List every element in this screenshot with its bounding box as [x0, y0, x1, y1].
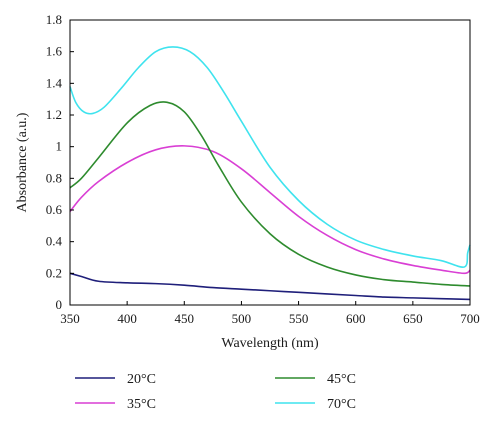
plot-lines	[69, 46, 471, 301]
legend-label: 20°C	[127, 372, 156, 387]
x-tick-label: 400	[117, 311, 137, 326]
legend-label: 70°C	[327, 397, 356, 412]
x-tick-label: 450	[175, 311, 195, 326]
series-line-3	[69, 101, 471, 287]
y-axis: 0 0.2 0.4 0.6 0.8 1 1.2 1.4 1.6 1.8	[46, 12, 74, 312]
x-axis: 350 400 450 500 550 600 650 700	[60, 301, 480, 326]
y-tick-label: 1.6	[46, 44, 63, 59]
series-line-4	[69, 46, 471, 268]
y-tick-label: 0	[56, 297, 63, 312]
x-tick-label: 600	[346, 311, 366, 326]
plot-frame	[69, 19, 471, 306]
series-line-2	[69, 145, 471, 275]
y-axis-title: Absorbance (a.u.)	[15, 112, 30, 212]
x-tick-label: 700	[460, 311, 480, 326]
y-tick-label: 1.4	[46, 75, 63, 90]
y-tick-label: 1.2	[46, 107, 62, 122]
y-tick-label: 0.2	[46, 265, 62, 280]
legend: 20°C 35°C 45°C 70°C	[75, 372, 356, 412]
y-tick-label: 1.8	[46, 12, 62, 27]
legend-label: 45°C	[327, 372, 356, 387]
series-line-1	[69, 272, 471, 301]
y-tick-label: 0.4	[46, 234, 63, 249]
y-tick-label: 0.6	[46, 202, 63, 217]
x-axis-title: Wavelength (nm)	[221, 336, 319, 351]
legend-label: 35°C	[127, 397, 156, 412]
y-tick-label: 1	[56, 139, 63, 154]
x-tick-label: 550	[289, 311, 309, 326]
x-tick-label: 650	[403, 311, 423, 326]
x-tick-label: 500	[232, 311, 252, 326]
y-tick-label: 0.8	[46, 170, 62, 185]
x-tick-label: 350	[60, 311, 80, 326]
